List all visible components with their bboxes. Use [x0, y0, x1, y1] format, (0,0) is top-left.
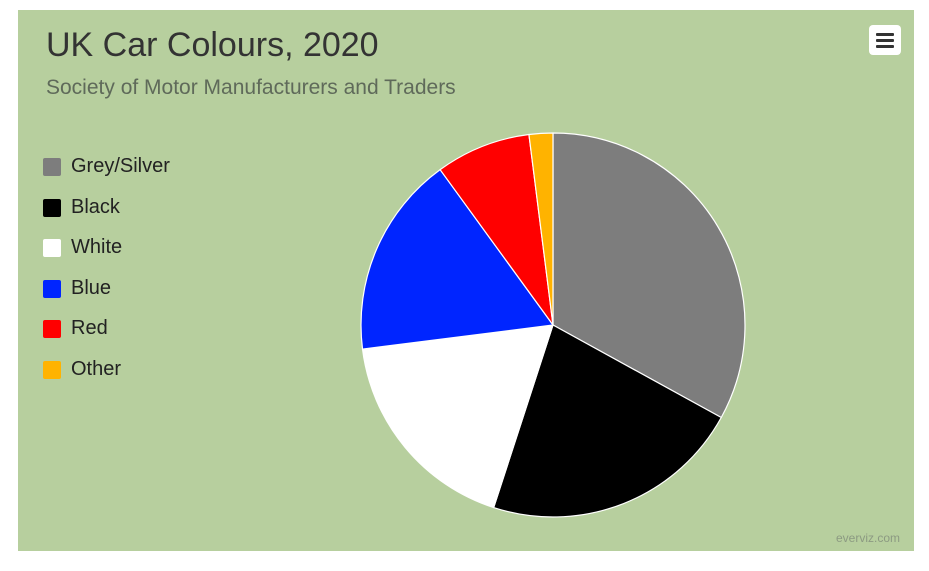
legend-swatch — [43, 320, 61, 338]
legend-label: White — [71, 236, 123, 258]
legend-label: Black — [71, 195, 120, 218]
pie-slice-blue[interactable] — [360, 169, 554, 350]
chart-container: UK Car Colours, 2020 Society of Motor Ma… — [18, 10, 914, 551]
chart-title: UK Car Colours, 2020 — [46, 26, 379, 64]
pie-slice-grey-silver[interactable] — [552, 132, 746, 419]
legend-label: Other — [71, 357, 122, 380]
hamburger-menu-icon[interactable] — [869, 25, 901, 55]
credit-link[interactable]: everviz.com — [835, 531, 900, 545]
legend-swatch — [43, 198, 61, 217]
legend-label: Blue — [71, 276, 112, 299]
legend-swatch — [43, 279, 61, 298]
pie-slice-red[interactable] — [439, 133, 554, 326]
pie-slice-black[interactable] — [493, 324, 722, 518]
legend-swatch — [43, 239, 61, 257]
pie-chart — [360, 132, 746, 518]
legend-swatch — [43, 360, 61, 379]
chart-subtitle: Society of Motor Manufacturers and Trade… — [46, 76, 456, 99]
pie-slice-white[interactable] — [361, 324, 554, 509]
legend-label: Grey/Silver — [71, 155, 170, 177]
legend-label: Red — [71, 317, 108, 339]
pie-slice-other[interactable] — [528, 132, 554, 326]
legend-swatch — [43, 158, 61, 176]
